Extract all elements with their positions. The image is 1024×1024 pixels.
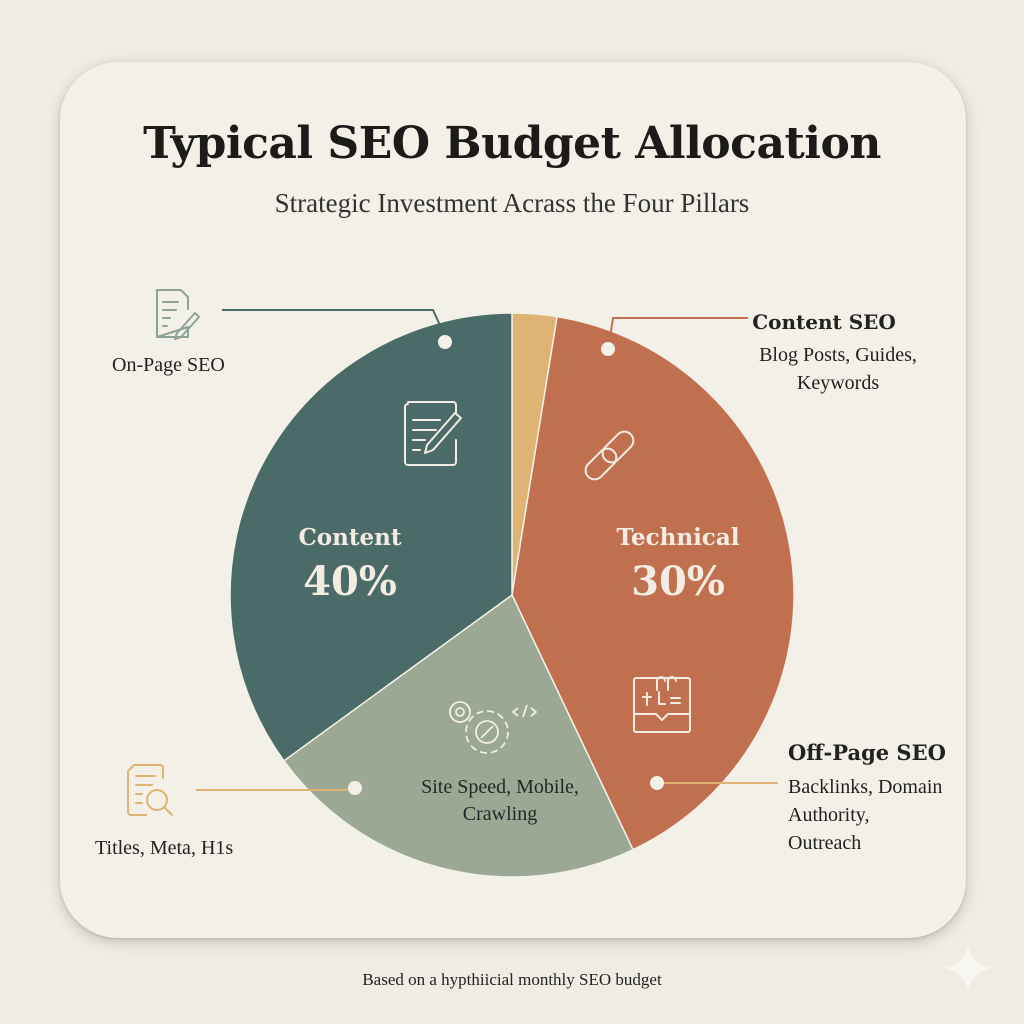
slice-percent-content: 40% <box>303 558 397 605</box>
callout-offpage-line3: Outreach <box>788 832 862 854</box>
slice-percent-technical: 30% <box>631 558 725 605</box>
slice-content[interactable] <box>229 312 513 762</box>
leader-line-onpage <box>222 309 446 337</box>
callout-offpage-line2: Authority, <box>788 804 870 826</box>
outreach-inbox-icon <box>633 676 691 733</box>
sparkle-icon <box>944 944 992 992</box>
document-pencil-icon <box>404 401 462 466</box>
leader-line-content-seo <box>608 317 748 345</box>
callout-dot-offpage <box>650 776 664 790</box>
callout-offpage-title: Off-Page SEO <box>788 740 946 765</box>
seo-audit-icon <box>127 764 173 816</box>
link-chain-icon <box>584 430 635 481</box>
callout-dot-titles <box>348 781 362 795</box>
document-edit-icon <box>156 289 200 340</box>
technical-desc-line1: Site Speed, Mobile, <box>421 776 579 798</box>
slice-label-technical: Technical <box>616 524 740 551</box>
callout-titles-label: Titles, Meta, H1s <box>95 837 234 859</box>
callout-dot-content-seo <box>601 342 615 356</box>
slice-onpage[interactable] <box>282 593 634 878</box>
slice-technical[interactable] <box>511 315 795 851</box>
callout-content-seo-line1: Blog Posts, Guides, <box>759 344 917 366</box>
chart-subtitle: Strategic Investment Acrass the Four Pil… <box>274 188 750 218</box>
callout-offpage-line1: Backlinks, Domain <box>788 776 943 798</box>
chart-title: Typical SEO Budget Allocation <box>143 118 881 169</box>
footer-note: Based on a hypthiicial monthly SEO budge… <box>362 970 662 989</box>
technical-desc-line2: Crawling <box>462 803 538 825</box>
callout-dot-onpage <box>438 335 452 349</box>
gears-code-icon <box>449 701 537 754</box>
callout-content-seo-title: Content SEO <box>752 310 896 334</box>
callout-onpage-label: On-Page SEO <box>112 354 225 376</box>
slice-label-content: Content <box>298 524 402 551</box>
callout-content-seo-line2: Keywords <box>796 372 880 394</box>
